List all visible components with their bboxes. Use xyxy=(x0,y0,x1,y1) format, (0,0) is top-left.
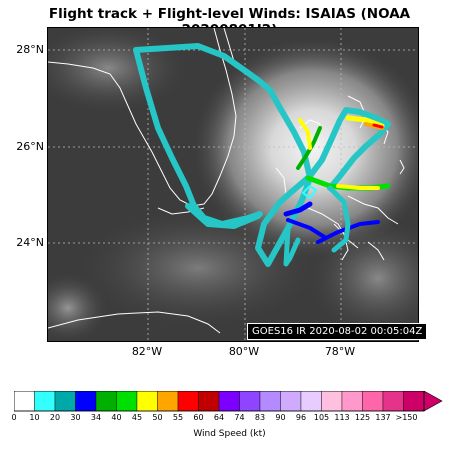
colorbar-extension xyxy=(423,391,443,412)
colorbar-swatch xyxy=(116,391,138,412)
colorbar-tick-label: 45 xyxy=(131,413,143,422)
colorbar-tick-label: 30 xyxy=(70,413,81,422)
colorbar-swatch xyxy=(382,391,404,412)
satellite-map xyxy=(47,27,419,342)
colorbar-tick-label: 113 xyxy=(334,413,350,422)
lat-label-26n: 26°N xyxy=(16,140,44,153)
colorbar-tick-label: 55 xyxy=(172,413,184,422)
colorbar-label: Wind Speed (kt) xyxy=(193,429,266,439)
colorbar-tick-label: 50 xyxy=(152,413,163,422)
colorbar-swatch xyxy=(362,391,384,412)
colorbar-tick-label: 64 xyxy=(213,413,225,422)
colorbar-tick-label: 137 xyxy=(375,413,391,422)
colorbar-swatch xyxy=(95,391,117,412)
colorbar-swatch xyxy=(136,391,158,412)
colorbar-swatch xyxy=(403,391,425,412)
flight-track xyxy=(133,43,391,267)
colorbar-tick-label: 20 xyxy=(49,413,61,422)
colorbar-swatch xyxy=(157,391,179,412)
satellite-timestamp: GOES16 IR 2020-08-02 00:05:04Z xyxy=(247,323,428,340)
lat-label-24n: 24°N xyxy=(16,236,44,249)
colorbar-swatch xyxy=(177,391,199,412)
colorbar-tick-label: 60 xyxy=(193,413,204,422)
colorbar-tick-label: 90 xyxy=(275,413,286,422)
colorbar-swatch xyxy=(239,391,261,412)
colorbar-tick-label: 40 xyxy=(111,413,122,422)
colorbar-tick-label: 0 xyxy=(11,413,17,422)
colorbar-swatch xyxy=(259,391,281,412)
colorbar-swatch xyxy=(34,391,56,412)
colorbar-swatch xyxy=(341,391,363,412)
colorbar-swatch xyxy=(218,391,240,412)
colorbar-swatch xyxy=(75,391,97,412)
colorbar-swatch xyxy=(321,391,343,412)
colorbar-tick-label: 10 xyxy=(29,413,40,422)
colorbar-swatch xyxy=(198,391,220,412)
colorbar-swatch xyxy=(300,391,322,412)
map-svg xyxy=(48,28,418,341)
colorbar-swatch xyxy=(14,391,35,412)
lon-label-80w: 80°W xyxy=(228,345,260,358)
colorbar-tick-label: 34 xyxy=(90,413,102,422)
colorbar-swatch xyxy=(280,391,302,412)
colorbar-swatch xyxy=(54,391,76,412)
colorbar-tick-label: >150 xyxy=(395,413,418,422)
colorbar-tick-label: 125 xyxy=(354,413,371,422)
colorbar-tick-label: 74 xyxy=(234,413,245,422)
lon-label-82w: 82°W xyxy=(131,345,163,358)
colorbar-tick-label: 105 xyxy=(313,413,330,422)
colorbar-tick-label: 96 xyxy=(295,413,307,422)
lat-label-28n: 28°N xyxy=(16,43,44,56)
wind-speed-colorbar xyxy=(14,391,443,412)
colorbar-tick-label: 83 xyxy=(254,413,266,422)
lon-label-78w: 78°W xyxy=(324,345,356,358)
